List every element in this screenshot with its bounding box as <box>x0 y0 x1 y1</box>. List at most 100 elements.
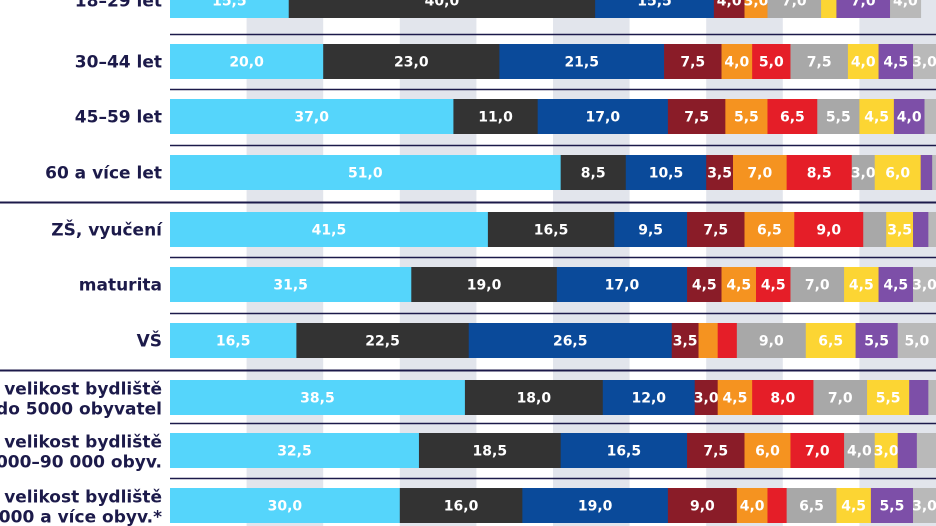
bar-value-label: 6,5 <box>757 223 782 239</box>
bar-row: 51,0 8,5 10,5 3,5 7,0 8,5 3,0 6,0 <box>170 155 936 190</box>
bar-value-label: 21,5 <box>564 55 599 71</box>
bar-segment <box>790 44 849 79</box>
bar-segment <box>170 267 412 302</box>
row-label: velikost bydliště <box>4 488 162 508</box>
bar-value-label: 4,5 <box>692 278 717 294</box>
bar-value-label: 7,5 <box>807 55 832 71</box>
bar-row: 31,5 19,0 17,0 4,5 4,5 4,5 7,0 4,5 4,5 3,0 <box>170 267 936 302</box>
row-separators <box>0 33 936 480</box>
bar-value-label: 3,0 <box>912 278 936 294</box>
bar-value-label: 20,0 <box>229 55 264 71</box>
bar-segment <box>767 488 788 523</box>
bar-value-label: 18,0 <box>517 391 552 407</box>
bar-segment <box>725 99 768 134</box>
bar-segment <box>411 267 558 302</box>
bar-value-label: 17,0 <box>586 110 621 126</box>
bar-row: 15,5 40,0 15,5 4,0 3,0 7,0 7,0 4,0 <box>170 0 922 18</box>
bar-value-label: 51,0 <box>348 166 383 182</box>
bar-value-label: 7,5 <box>703 223 728 239</box>
bar-segment <box>288 0 596 18</box>
bar-segment <box>790 433 845 468</box>
bar-segment <box>602 380 696 415</box>
bar-segment <box>487 212 615 247</box>
row-labels: 18–29 let 30–44 let 45–59 let 60 a více let… <box>0 0 163 526</box>
row-label: ZŠ, vyučení <box>51 219 163 241</box>
bar-segment <box>736 323 807 358</box>
bar-segment <box>870 488 914 523</box>
bar-segment <box>744 212 795 247</box>
bar-segment <box>698 323 719 358</box>
bar-row: 37,0 11,0 17,0 7,5 5,5 6,5 5,5 4,5 4,0 <box>170 99 936 134</box>
bar-value-label: 41,5 <box>312 223 347 239</box>
bar-value-label: 7,5 <box>684 110 709 126</box>
bar-value-label: 5,5 <box>880 499 905 515</box>
bar-value-label: 3,0 <box>744 0 769 10</box>
bar-value-label: 9,0 <box>759 334 784 350</box>
bar-value-label: 4,0 <box>851 55 876 71</box>
bar-value-label: 8,0 <box>770 391 795 407</box>
bar-segment <box>170 0 290 18</box>
bar-segment <box>874 155 922 190</box>
bar-segment <box>170 99 454 134</box>
bar-value-label: 19,0 <box>578 499 613 515</box>
bar-value-label: 11,0 <box>478 110 513 126</box>
bar-segment <box>717 380 753 415</box>
bar-value-label: 4,5 <box>761 278 786 294</box>
bar-value-label: 19,0 <box>467 278 502 294</box>
bar-value-label: 3,0 <box>874 444 899 460</box>
bar-value-label: 31,5 <box>273 278 308 294</box>
bar-segment <box>468 323 673 358</box>
bar-value-label: 30,0 <box>268 499 303 515</box>
bar-value-label: 4,0 <box>893 0 918 10</box>
bar-segment <box>170 380 466 415</box>
bar-segment <box>614 212 688 247</box>
bar-segment <box>913 267 936 302</box>
bar-segment <box>560 433 688 468</box>
row-label: 18–29 let <box>75 0 162 12</box>
bar-value-label: 4,5 <box>883 278 908 294</box>
bar-value-label: 4,5 <box>841 499 866 515</box>
bar-segment <box>924 99 936 134</box>
bar-segment <box>913 212 929 247</box>
bar-value-label: 5,5 <box>876 391 901 407</box>
row-label: 60 a více let <box>45 164 162 184</box>
bar-segment <box>752 44 791 79</box>
bar-value-label: 4,0 <box>740 499 765 515</box>
bar-row: 38,5 18,0 12,0 3,0 4,5 8,0 7,0 5,5 <box>170 380 936 415</box>
bar-segment <box>399 488 523 523</box>
bar-segment <box>744 0 768 18</box>
bar-row: 16,5 22,5 26,5 3,5 9,0 6,5 5,5 5,0 <box>170 323 936 358</box>
bar-value-label: 4,5 <box>723 391 748 407</box>
bar-row: 20,0 23,0 21,5 7,5 4,0 5,0 7,5 4,0 4,5 3,0 <box>170 44 936 79</box>
bar-segment <box>721 267 757 302</box>
bar-segment <box>560 155 627 190</box>
bar-value-label: 4,5 <box>849 278 874 294</box>
bar-segment <box>890 0 922 18</box>
bar-segment <box>909 380 929 415</box>
bar-segment <box>786 488 837 523</box>
bar-segment <box>844 433 876 468</box>
bar-segment <box>744 433 791 468</box>
bar-value-label: 9,0 <box>816 223 841 239</box>
bar-segment <box>821 0 837 18</box>
bar-segment <box>667 99 726 134</box>
bar-segment <box>859 99 895 134</box>
bar-value-label: 6,5 <box>799 499 824 515</box>
bar-segment <box>170 323 297 358</box>
bar-value-label: 12,0 <box>631 391 666 407</box>
bar-value-label: 9,5 <box>638 223 663 239</box>
bar-value-label: 17,0 <box>605 278 640 294</box>
bar-segment <box>916 433 936 468</box>
bar-value-label: 4,0 <box>847 444 872 460</box>
bar-segment <box>625 155 707 190</box>
row-label: 90 000 a více obyv.* <box>0 508 162 526</box>
bar-value-label: 3,0 <box>912 55 936 71</box>
bar-segment <box>767 99 818 134</box>
bar-value-label: 4,0 <box>717 0 742 10</box>
bar-value-label: 7,0 <box>805 278 830 294</box>
bar-value-label: 8,5 <box>807 166 832 182</box>
bar-segment <box>813 380 868 415</box>
bar-segment <box>537 99 669 134</box>
bar-value-label: 4,5 <box>864 110 889 126</box>
